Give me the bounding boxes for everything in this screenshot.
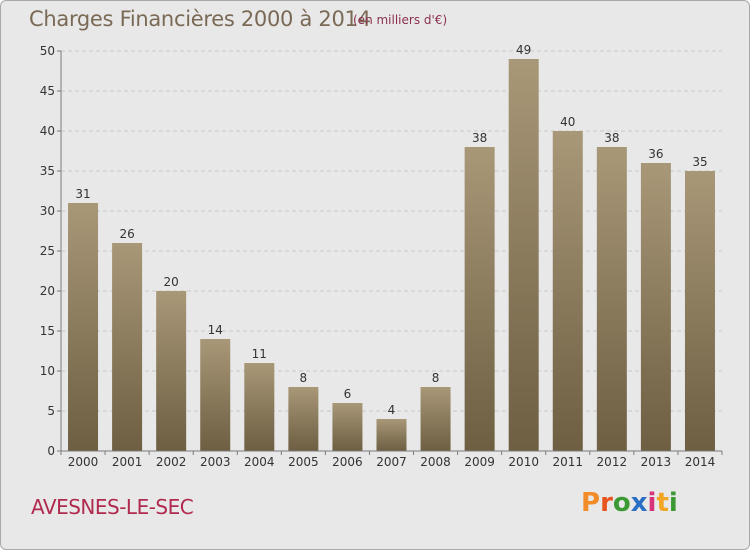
logo-letter: i [647, 488, 657, 518]
y-tick-label: 20 [40, 284, 55, 298]
data-label: 35 [692, 155, 707, 169]
x-tick-label: 2013 [641, 455, 672, 469]
bar [244, 363, 275, 451]
y-tick-label: 30 [40, 204, 55, 218]
x-tick-label: 2007 [376, 455, 407, 469]
x-tick-label: 2004 [244, 455, 275, 469]
bar [420, 387, 451, 451]
bar [112, 243, 143, 451]
y-tick-label: 5 [47, 404, 55, 418]
logo-letter: o [612, 488, 631, 518]
x-tick-label: 2014 [685, 455, 716, 469]
data-label: 14 [208, 323, 223, 337]
x-tick-label: 2000 [68, 455, 99, 469]
x-tick-label: 2006 [332, 455, 363, 469]
data-label: 8 [432, 371, 440, 385]
x-tick-label: 2011 [552, 455, 583, 469]
x-tick-label: 2009 [464, 455, 495, 469]
bar [288, 387, 319, 451]
chart-unit: (en milliers d'€) [353, 13, 448, 27]
x-tick-label: 2001 [112, 455, 143, 469]
bar [200, 339, 231, 451]
y-tick-label: 40 [40, 124, 55, 138]
bar [640, 163, 671, 451]
bar [332, 403, 363, 451]
data-label: 38 [604, 131, 619, 145]
bar [684, 171, 715, 451]
y-tick-label: 25 [40, 244, 55, 258]
x-tick-label: 2010 [508, 455, 539, 469]
y-tick-label: 45 [40, 84, 55, 98]
data-label: 8 [300, 371, 308, 385]
bar [464, 147, 495, 451]
bar [552, 131, 583, 451]
data-label: 31 [75, 187, 90, 201]
data-label: 36 [648, 147, 663, 161]
x-tick-label: 2005 [288, 455, 319, 469]
bar [596, 147, 627, 451]
bars: 31 26 20 14 11 8 6 4 8 38 49 40 38 36 35 [68, 43, 715, 451]
logo-letter: i [668, 488, 678, 518]
bar [68, 203, 99, 451]
data-label: 40 [560, 115, 575, 129]
y-tick-label: 35 [40, 164, 55, 178]
data-label: 26 [119, 227, 134, 241]
bar [376, 419, 407, 451]
data-label: 49 [516, 43, 531, 57]
data-label: 11 [252, 347, 267, 361]
axes: 0 5 10 15 20 25 30 35 40 45 50 2000 2001 2002 2003 2004… [40, 44, 723, 469]
y-tick-label: 10 [40, 364, 55, 378]
grid-lines [61, 50, 722, 412]
x-tick-label: 2008 [420, 455, 451, 469]
y-tick-label: 15 [40, 324, 55, 338]
y-tick-label: 50 [40, 44, 55, 58]
x-tick-label: 2003 [200, 455, 231, 469]
proxiti-logo[interactable]: Proxiti [581, 488, 678, 518]
logo-letter: P [581, 488, 601, 518]
data-label: 38 [472, 131, 487, 145]
data-label: 4 [388, 403, 396, 417]
y-tick-label: 0 [47, 444, 55, 458]
logo-letter: x [630, 488, 648, 518]
x-tick-label: 2012 [597, 455, 628, 469]
bar [156, 291, 187, 451]
x-tick-label: 2002 [156, 455, 187, 469]
data-label: 6 [344, 387, 352, 401]
logo-letter: r [600, 488, 613, 518]
data-label: 20 [164, 275, 179, 289]
logo-letter: t [656, 488, 669, 518]
bar [508, 59, 539, 451]
chart-title: Charges Financières 2000 à 2014 [29, 7, 371, 31]
place-name: AVESNES-LE-SEC [31, 495, 194, 519]
